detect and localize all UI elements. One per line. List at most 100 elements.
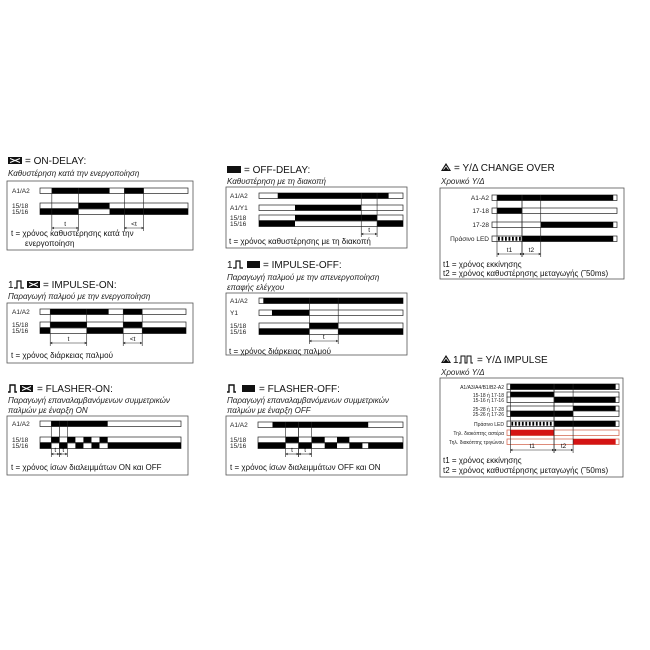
led-blink-mark bbox=[515, 236, 518, 241]
signal-row: 15/16 bbox=[12, 327, 187, 335]
dimension-label: t bbox=[64, 221, 66, 228]
signal-on-segment bbox=[86, 328, 124, 334]
signal-label: A1/Y1 bbox=[230, 205, 248, 212]
signal-label: A1/A2 bbox=[230, 422, 248, 429]
signal-track bbox=[39, 308, 187, 315]
signal-label: A1/A2 bbox=[230, 298, 248, 305]
signal-label: 17-18 bbox=[472, 208, 489, 215]
signal-label: 15/18 bbox=[230, 323, 247, 330]
panel-subtitle: Καθυστέρηση με τη διακοπή bbox=[227, 177, 327, 186]
signal-on-segment bbox=[554, 397, 616, 403]
signal-label: 25-26 ή 17-26 bbox=[473, 411, 504, 418]
panel-subtitle: Καθυστέρηση κατά την ενεργοποίηση bbox=[8, 169, 140, 178]
diagram-frame bbox=[6, 180, 194, 251]
led-blink-mark bbox=[535, 421, 538, 426]
signal-label: 15/16 bbox=[12, 443, 29, 450]
signal-row: A1/A2 bbox=[230, 297, 404, 305]
signal-on-segment bbox=[295, 205, 362, 211]
signal-row: 15/18 bbox=[12, 436, 182, 444]
dimension-label: <t bbox=[131, 221, 137, 228]
signal-on-segment bbox=[368, 443, 403, 449]
signal-on-segment bbox=[271, 310, 310, 316]
panel-star-delta-impulse: 1 = Y/Δ IMPULSE Χρονικό Y/Δ A1/A3/A4/B1/… bbox=[439, 355, 624, 478]
signal-row: Τηλ. διακόπτης τριγώνου bbox=[449, 438, 620, 446]
arrowhead-icon bbox=[51, 452, 60, 456]
signal-on-segment bbox=[295, 215, 378, 221]
signal-label: 15/18 bbox=[12, 322, 29, 329]
panel-star-delta-change-over: = Y/Δ CHANGE OVER Χρονικό Y/Δ A1-A2 17-18… bbox=[439, 163, 625, 280]
time-dimension: t bbox=[59, 421, 68, 457]
signal-label: A1/A3/A4/B1/B2-A2 bbox=[460, 385, 504, 391]
signal-on-segment bbox=[40, 443, 52, 449]
signal-on-segment bbox=[50, 309, 109, 315]
legend-line: t2 = χρόνος καθυστέρησης μεταγωγής (˜50m… bbox=[443, 466, 609, 475]
signal-label: 25-28 ή 17-28 bbox=[473, 406, 504, 413]
time-dimension: t2 bbox=[521, 195, 542, 257]
flasher-on-icon bbox=[8, 384, 33, 393]
panel-title: = ON-DELAY: bbox=[25, 156, 86, 167]
panel-subtitle: επαφής ελέγχου bbox=[227, 283, 285, 292]
signal-on-segment bbox=[497, 208, 522, 214]
led-blink-mark bbox=[546, 421, 549, 426]
signal-row: A1/Y1 bbox=[230, 204, 404, 212]
svg-text:1: 1 bbox=[8, 280, 14, 291]
signal-track bbox=[39, 321, 187, 328]
signal-track bbox=[39, 187, 189, 194]
signal-row: 15/16 bbox=[12, 208, 189, 216]
dimension-label: t bbox=[323, 334, 325, 341]
signal-label: 15/16 bbox=[230, 221, 247, 228]
legend-line: t1 = χρόνος εκκίνησης bbox=[443, 260, 522, 269]
signal-row: A1/A3/A4/B1/B2-A2 bbox=[460, 383, 620, 391]
signal-track bbox=[257, 436, 404, 443]
legend-line: t = χρόνος καθυστέρησης κατά την bbox=[11, 229, 134, 238]
signal-row: A1/A2 bbox=[230, 192, 404, 200]
time-dimension: t bbox=[49, 309, 88, 346]
signal-label: A1-A2 bbox=[471, 195, 489, 202]
led-blink-mark bbox=[512, 236, 514, 241]
legend-line: t1 = χρόνος εκκίνησης bbox=[443, 456, 522, 465]
panel-subtitle: Χρονικό Y/Δ bbox=[440, 177, 485, 186]
signal-on-segment bbox=[272, 422, 369, 428]
signal-row: 15/18 bbox=[230, 436, 404, 444]
signal-row: 15/18 bbox=[230, 214, 404, 222]
signal-label: A1/A2 bbox=[12, 309, 30, 316]
signal-on-segment bbox=[75, 443, 84, 449]
signal-on-segment bbox=[83, 437, 92, 443]
signal-track bbox=[506, 438, 620, 445]
signal-on-segment bbox=[540, 222, 614, 228]
signal-row: A1-A2 bbox=[471, 194, 618, 202]
legend-line: t = χρόνος ίσων διαλειμμάτων OFF και ON bbox=[230, 463, 381, 472]
signal-on-segment bbox=[311, 437, 325, 443]
led-blink-mark bbox=[518, 421, 521, 426]
arrowhead-icon bbox=[522, 252, 541, 256]
panel-impulse-off: 1 = IMPULSE-OFF: Παραγωγή παλμού με την … bbox=[225, 260, 408, 356]
signal-on-segment bbox=[123, 309, 143, 315]
panel-title: = FLASHER-OFF: bbox=[259, 384, 340, 395]
signal-on-segment bbox=[50, 322, 87, 328]
signal-label: 15/18 bbox=[230, 215, 247, 222]
signal-on-segment bbox=[78, 203, 110, 209]
time-dimension: <t bbox=[122, 309, 143, 346]
signal-row: A1/A2 bbox=[230, 421, 404, 429]
arrowhead-icon bbox=[123, 341, 143, 345]
led-blink-mark bbox=[501, 236, 504, 241]
panel-subtitle: Παραγωγή παλμού με την ενεργοποίηση bbox=[8, 292, 151, 301]
signal-on-segment bbox=[124, 188, 144, 194]
panel-subtitle: παλμών με έναρξη ON bbox=[8, 406, 88, 415]
signal-row: 25-26 ή 17-26 bbox=[473, 410, 620, 418]
diagram-frame bbox=[6, 302, 194, 364]
on-delay-icon bbox=[8, 157, 22, 164]
led-blink-mark bbox=[498, 236, 500, 241]
arrowhead-icon bbox=[59, 452, 68, 456]
led-blink-mark bbox=[514, 421, 517, 426]
led-blink-mark bbox=[521, 421, 524, 426]
legend-line: t = χρόνος ίσων διαλειμμάτων ON και OFF bbox=[11, 463, 162, 472]
signal-on-segment bbox=[510, 384, 616, 390]
signal-on-segment bbox=[338, 329, 403, 335]
dimension-label: t bbox=[291, 447, 293, 454]
led-blink-mark bbox=[549, 421, 552, 426]
signal-on-segment bbox=[91, 443, 100, 449]
panel-title: = IMPULSE-ON: bbox=[43, 280, 117, 291]
diagram-frame bbox=[6, 415, 189, 476]
